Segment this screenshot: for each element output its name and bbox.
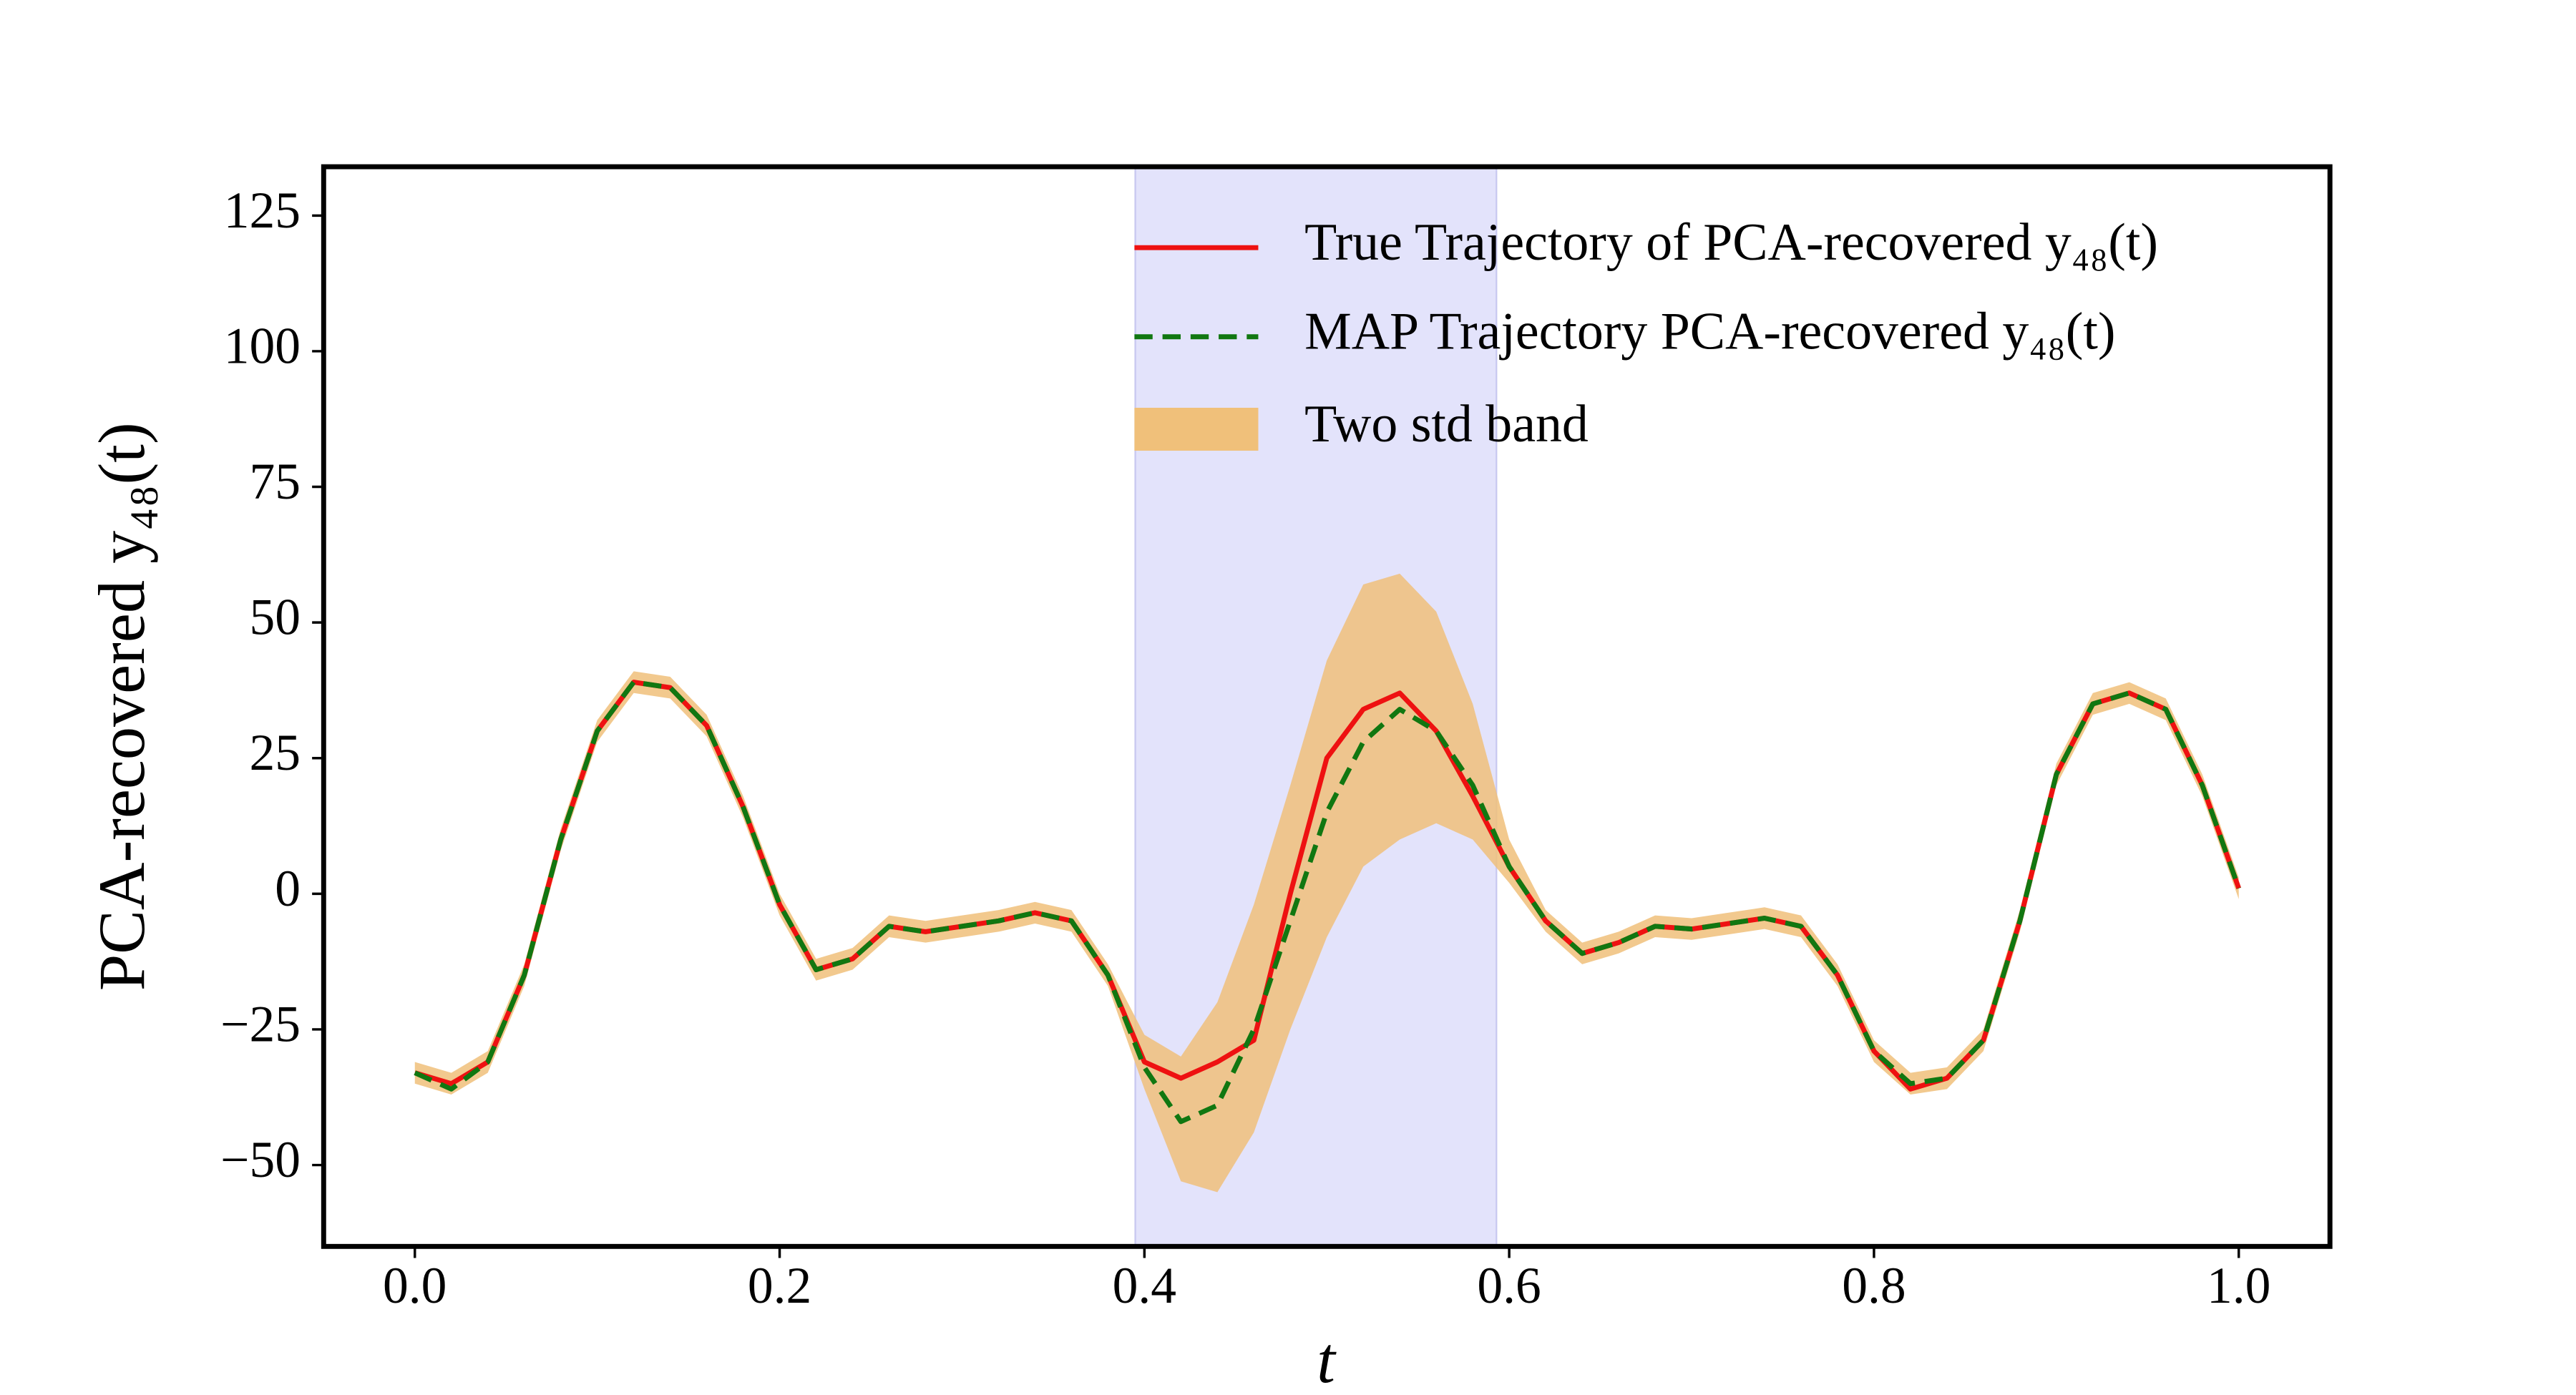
y-axis-label: PCA-recovered y₄₈(t) <box>85 422 158 991</box>
y-tick-label: 25 <box>249 725 301 781</box>
x-tick-label: 0.0 <box>383 1258 447 1314</box>
x-tick-label: 0.6 <box>1477 1258 1541 1314</box>
series-line <box>414 680 2241 1125</box>
x-axis-label: t <box>1317 1323 1337 1395</box>
y-tick-label: 50 <box>249 589 301 646</box>
y-tick-label: −50 <box>220 1132 301 1188</box>
y-tick-label: 125 <box>224 182 301 239</box>
y-tick-label: 100 <box>224 318 301 374</box>
std-band <box>414 573 2239 1193</box>
legend-label: MAP Trajectory PCA-recovered y₄₈(t) <box>1304 302 2115 361</box>
plot-frame <box>321 164 2333 1249</box>
legend-label: True Trajectory of PCA-recovered y₄₈(t) <box>1304 212 2158 271</box>
x-tick-label: 0.8 <box>1842 1258 1906 1314</box>
legend-swatch <box>1134 408 1259 451</box>
legend-label: Two std band <box>1304 394 1589 453</box>
x-tick-label: 1.0 <box>2207 1258 2270 1314</box>
y-tick-label: 0 <box>275 861 301 917</box>
x-tick-label: 0.4 <box>1113 1258 1176 1314</box>
y-tick-label: −25 <box>220 996 301 1052</box>
x-tick-label: 0.2 <box>748 1258 811 1314</box>
y-tick-label: 75 <box>249 454 301 510</box>
